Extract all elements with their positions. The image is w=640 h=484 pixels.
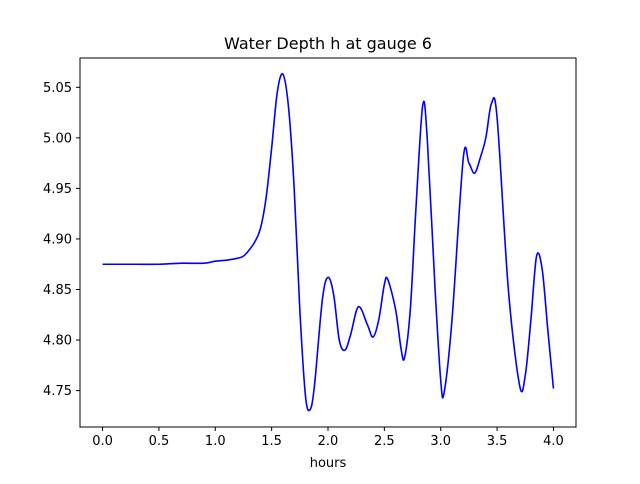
x-tick-label: 3.5 — [487, 434, 508, 449]
x-axis-label: hours — [310, 456, 347, 471]
x-tick-label: 2.5 — [374, 434, 395, 449]
y-tick-label: 4.75 — [43, 384, 72, 399]
x-tick-label: 0.0 — [92, 434, 113, 449]
plot-area — [102, 72, 555, 412]
x-tick-label: 4.0 — [543, 434, 564, 449]
y-tick-label: 4.80 — [43, 334, 72, 349]
x-tick-label: 1.0 — [205, 434, 226, 449]
y-tick-label: 4.90 — [43, 232, 72, 247]
series-line — [102, 72, 555, 412]
y-tick-label: 4.95 — [43, 182, 72, 197]
x-tick-label: 3.0 — [430, 434, 451, 449]
chart-title: Water Depth h at gauge 6 — [224, 34, 432, 53]
y-tick-label: 5.05 — [43, 81, 72, 96]
y-tick-label: 4.85 — [43, 283, 72, 298]
x-axis-ticks: 0.0 0.5 1.0 1.5 2.0 2.5 3.0 3.5 4.0 — [92, 427, 564, 449]
plot-frame — [79, 57, 577, 428]
x-tick-label: 2.0 — [318, 434, 339, 449]
y-tick-label: 5.00 — [43, 131, 72, 146]
x-tick-label: 1.5 — [261, 434, 282, 449]
y-axis-ticks: 4.75 4.80 4.85 4.90 4.95 5.00 5.05 — [43, 81, 80, 399]
x-tick-label: 0.5 — [149, 434, 170, 449]
